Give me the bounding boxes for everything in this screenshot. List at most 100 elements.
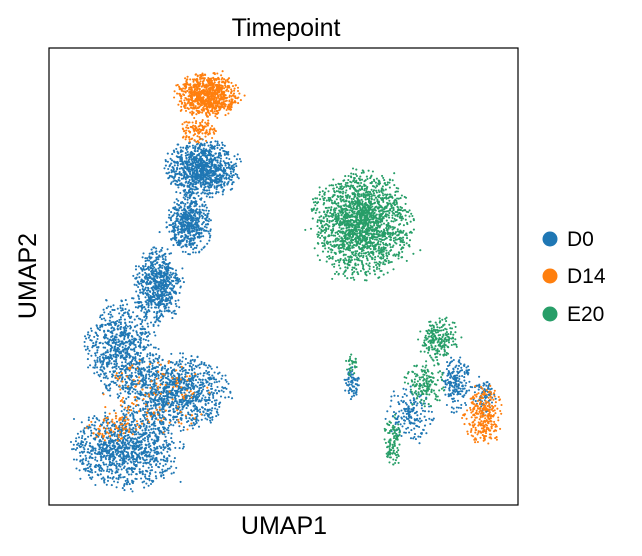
point-d0 <box>210 391 213 394</box>
point-d0 <box>188 424 191 427</box>
point-d0 <box>114 356 117 359</box>
point-d0 <box>186 385 189 388</box>
point-d0 <box>177 209 180 212</box>
point-d0 <box>200 151 203 154</box>
point-d0 <box>112 320 115 324</box>
point-d0 <box>137 404 140 407</box>
point-d0 <box>105 419 108 422</box>
point-d0 <box>221 143 224 146</box>
point-d0 <box>192 239 195 242</box>
point-d0 <box>141 291 144 294</box>
point-d0 <box>137 436 140 439</box>
point-d0 <box>199 169 202 172</box>
point-d0 <box>148 275 151 278</box>
point-d0 <box>91 423 94 426</box>
point-d0 <box>94 456 97 459</box>
point-d0 <box>118 340 121 343</box>
point-d0 <box>128 362 131 365</box>
point-d0 <box>153 286 156 289</box>
point-d0 <box>181 229 184 232</box>
point-d0 <box>75 467 78 470</box>
point-d0 <box>217 372 220 375</box>
point-d0 <box>144 473 147 476</box>
point-d0 <box>201 149 204 152</box>
point-d0 <box>143 368 146 371</box>
point-d0 <box>234 172 237 175</box>
point-d0 <box>156 256 159 259</box>
point-d0 <box>206 192 209 195</box>
point-d0 <box>80 421 83 424</box>
point-d0 <box>178 221 181 224</box>
point-d0 <box>141 378 144 381</box>
point-d0 <box>156 447 159 450</box>
point-d0 <box>197 177 200 180</box>
point-d0 <box>172 441 175 444</box>
point-d0 <box>198 366 201 369</box>
point-d0 <box>221 164 224 167</box>
point-d0 <box>234 162 237 165</box>
point-d0 <box>185 225 189 228</box>
point-d0 <box>127 336 130 339</box>
point-d0 <box>178 242 181 245</box>
point-d0 <box>210 409 213 412</box>
point-d0 <box>205 195 208 198</box>
point-d0 <box>134 392 137 395</box>
point-d0 <box>211 196 214 199</box>
point-d0 <box>144 461 147 464</box>
point-d0 <box>170 297 173 300</box>
point-d0 <box>136 411 139 414</box>
point-d0 <box>115 383 118 386</box>
point-d0 <box>87 462 90 465</box>
point-d0 <box>142 348 145 351</box>
point-d0 <box>218 173 222 176</box>
point-d0 <box>144 286 147 289</box>
point-d0 <box>142 402 146 405</box>
point-d0 <box>179 369 182 372</box>
point-d0 <box>186 185 189 188</box>
point-d0 <box>144 257 147 260</box>
point-d0 <box>156 292 159 295</box>
point-d0 <box>127 334 130 337</box>
point-d0 <box>134 339 137 342</box>
point-d0 <box>149 458 152 461</box>
point-d0 <box>101 356 104 359</box>
point-d0 <box>137 341 140 344</box>
point-d0 <box>141 325 144 328</box>
point-d0 <box>137 431 140 434</box>
point-d0 <box>134 343 137 347</box>
point-d0 <box>208 232 211 235</box>
point-d0 <box>182 281 185 284</box>
point-d0 <box>193 156 196 159</box>
point-d0 <box>173 396 176 399</box>
point-d0 <box>220 186 223 189</box>
point-d0 <box>168 213 171 216</box>
point-d0 <box>215 185 219 188</box>
point-d0 <box>202 212 205 215</box>
point-d0 <box>162 287 165 291</box>
point-d0 <box>122 312 126 315</box>
point-d0 <box>141 320 144 323</box>
point-d0 <box>114 338 117 341</box>
point-d0 <box>194 233 197 236</box>
point-d0 <box>164 300 167 303</box>
point-d0 <box>191 374 194 377</box>
point-d0 <box>199 163 202 166</box>
point-d0 <box>174 302 177 305</box>
point-d0 <box>122 466 125 470</box>
point-d0 <box>165 371 168 374</box>
point-d0 <box>225 176 228 179</box>
point-d0 <box>171 389 174 392</box>
point-d0 <box>164 287 167 291</box>
point-d0 <box>194 145 197 148</box>
point-d0 <box>128 483 131 486</box>
point-d0 <box>185 240 188 244</box>
point-d0 <box>219 157 222 160</box>
point-d0 <box>124 384 127 387</box>
point-d0 <box>185 420 189 424</box>
point-d0 <box>102 421 105 424</box>
point-d0 <box>143 360 146 363</box>
point-d0 <box>107 362 110 365</box>
point-d0 <box>149 257 152 260</box>
point-d0 <box>142 376 145 379</box>
point-d0 <box>167 386 170 389</box>
